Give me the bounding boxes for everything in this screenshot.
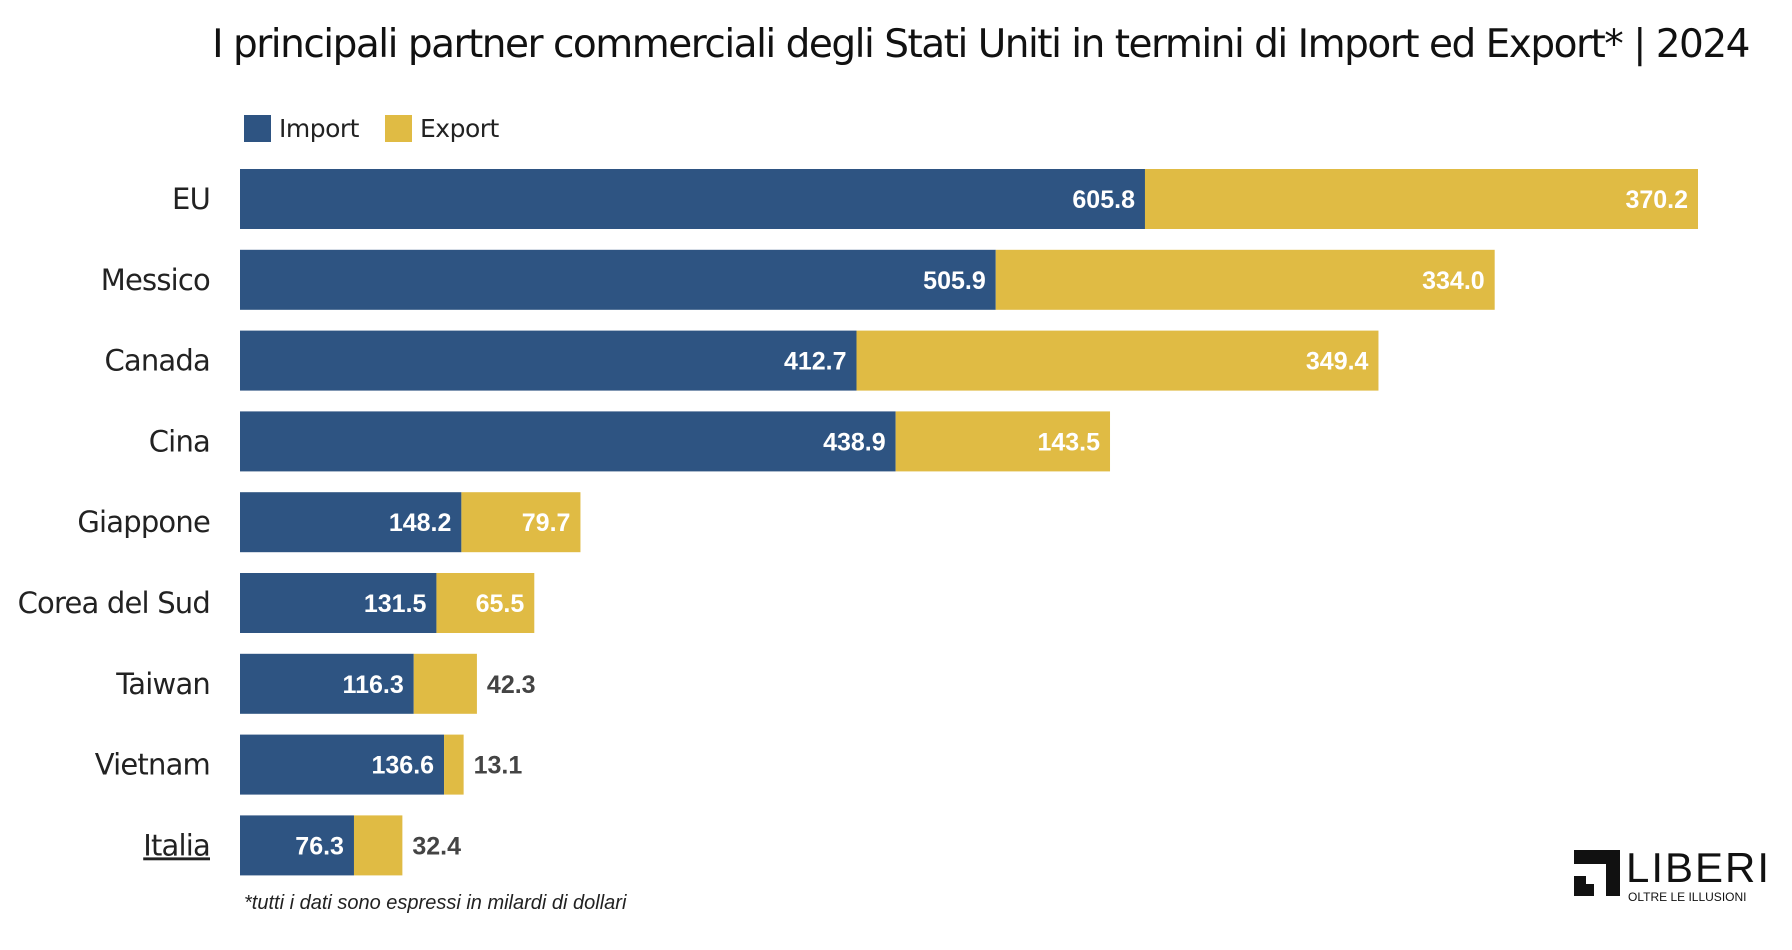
category-label: Cina [149, 424, 210, 458]
data-label: 505.9 [923, 267, 986, 295]
data-label: 76.3 [295, 832, 344, 860]
bar-import [240, 815, 354, 876]
data-label: 143.5 [1037, 428, 1100, 456]
category-label: EU [172, 182, 210, 216]
bar-export [995, 249, 1495, 310]
data-label: 79.7 [522, 509, 571, 537]
category-label: Messico [101, 263, 210, 297]
bar-import [240, 492, 462, 553]
bar-export [436, 573, 535, 633]
data-label: 370.2 [1625, 186, 1688, 214]
legend-swatch-export [384, 115, 412, 142]
logo-mark-icon [1574, 850, 1620, 896]
logo-name: LIBERI [1626, 844, 1772, 891]
bar-export [895, 411, 1111, 472]
data-label: 605.8 [1072, 186, 1135, 214]
bar-export [1144, 169, 1698, 229]
legend-label-export: Export [419, 114, 499, 143]
bar-import [240, 411, 896, 472]
data-label: 32.4 [412, 832, 461, 860]
bar-export [353, 815, 403, 876]
category-label: Taiwan [115, 667, 210, 701]
bar-import [240, 169, 1145, 229]
category-label: Canada [104, 344, 210, 378]
bar-export [461, 492, 581, 553]
logo-tagline: OLTRE LE ILLUSIONI [1628, 890, 1747, 904]
data-label: 116.3 [343, 671, 404, 699]
category-label: Vietnam [95, 748, 210, 782]
bar-import [240, 653, 414, 714]
legend-swatch-import [244, 115, 271, 142]
bar-import [240, 249, 996, 310]
category-label: Italia [143, 828, 210, 862]
legend: Import Export [244, 114, 525, 143]
liberi-logo: LIBERI OLTRE LE ILLUSIONI [1574, 844, 1769, 906]
bar-import [240, 330, 857, 391]
bar-export [856, 330, 1379, 391]
data-label: 13.1 [474, 752, 523, 780]
bar-export [413, 653, 477, 714]
data-label: 42.3 [487, 671, 536, 699]
footnote: *tutti i dati sono espressi in milardi d… [244, 892, 627, 914]
data-label: 412.7 [784, 348, 847, 376]
bar-import [240, 573, 437, 633]
data-label: 334.0 [1422, 267, 1485, 295]
data-label: 349.4 [1306, 348, 1369, 376]
category-label: Corea del Sud [18, 586, 210, 620]
data-label: 438.9 [823, 428, 886, 456]
data-label: 136.6 [371, 752, 434, 780]
category-label: Giappone [77, 505, 210, 539]
bar-import [240, 734, 445, 795]
data-label: 131.5 [364, 590, 427, 618]
chart-title: I principali partner commerciali degli S… [212, 22, 1750, 67]
data-label: 148.2 [389, 509, 452, 537]
data-label: 65.5 [476, 590, 525, 618]
legend-label-import: Import [279, 114, 359, 143]
bar-export [444, 734, 464, 795]
